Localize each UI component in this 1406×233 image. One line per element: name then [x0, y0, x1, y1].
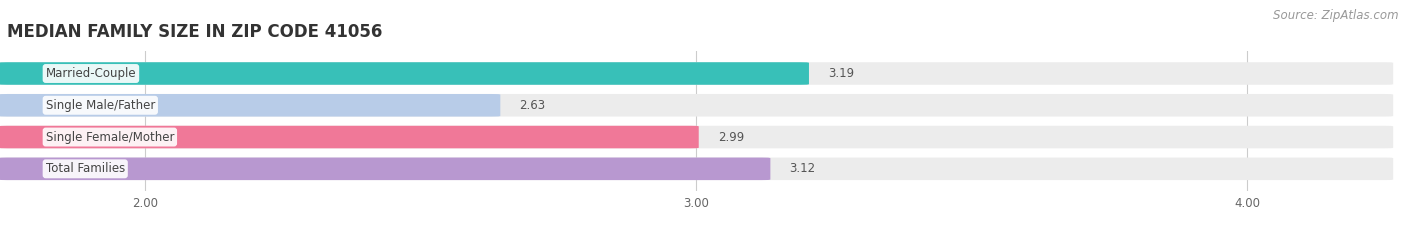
FancyBboxPatch shape: [0, 126, 1393, 148]
FancyBboxPatch shape: [0, 126, 699, 148]
FancyBboxPatch shape: [0, 94, 1393, 116]
Text: Total Families: Total Families: [45, 162, 125, 175]
Text: Single Male/Father: Single Male/Father: [45, 99, 155, 112]
FancyBboxPatch shape: [0, 62, 808, 85]
Text: 3.12: 3.12: [790, 162, 815, 175]
Text: Married-Couple: Married-Couple: [45, 67, 136, 80]
Text: 2.63: 2.63: [520, 99, 546, 112]
Text: Source: ZipAtlas.com: Source: ZipAtlas.com: [1274, 9, 1399, 22]
Text: 3.19: 3.19: [828, 67, 855, 80]
FancyBboxPatch shape: [0, 94, 501, 116]
Text: MEDIAN FAMILY SIZE IN ZIP CODE 41056: MEDIAN FAMILY SIZE IN ZIP CODE 41056: [7, 23, 382, 41]
FancyBboxPatch shape: [0, 158, 770, 180]
FancyBboxPatch shape: [0, 62, 1393, 85]
FancyBboxPatch shape: [0, 158, 1393, 180]
Text: Single Female/Mother: Single Female/Mother: [45, 130, 174, 144]
Text: 2.99: 2.99: [718, 130, 744, 144]
